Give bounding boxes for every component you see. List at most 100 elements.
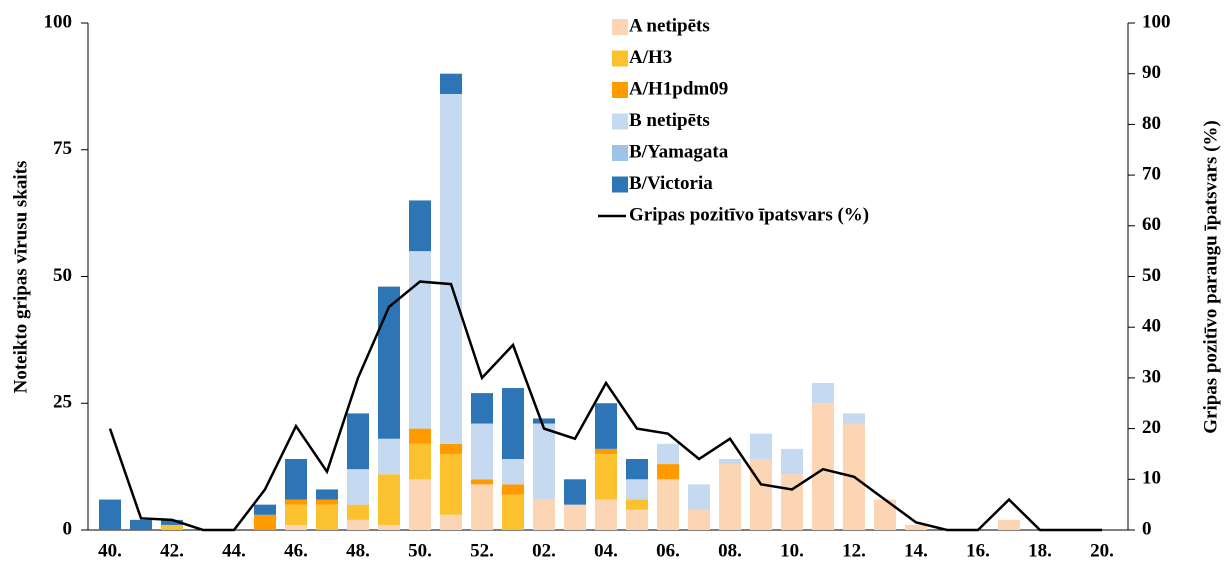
bar-segment [440,73,462,94]
y2-tick-label: 0 [1142,518,1152,539]
bar-segment [254,504,276,515]
bar-segment [440,93,462,444]
bar-segment [688,484,710,510]
bar-segment [626,509,648,530]
x-tick-label: 02. [532,540,556,561]
bar-segment [471,423,493,480]
bar-segment [502,459,524,485]
y2-axis-label: Gripas pozitīvo paraugu īpatsvars (%) [1200,120,1221,434]
bar-segment [564,479,586,505]
bar-segment [626,479,648,500]
x-tick-label: 50. [408,540,432,561]
bar-segment [595,499,617,530]
bar-segment [347,469,369,505]
legend-label: A/H1pdm09 [629,78,728,99]
bar-segment [595,453,617,500]
bar-segment [812,403,834,530]
bar-segment [750,459,772,530]
bar-segment [502,388,524,460]
bar-segment [812,382,834,404]
legend-swatch [612,113,628,130]
bar-segment [409,200,431,252]
x-tick-label: 52. [470,540,494,561]
bar-segment [99,499,121,530]
x-tick-label: 20. [1090,540,1114,561]
x-tick-label: 10. [780,540,804,561]
legend-swatch [612,145,628,161]
bar-segment [657,443,679,465]
y-axis-label: Noteikto gripas vīrusu skaits [10,161,31,394]
bar-segment [409,251,431,429]
y-tick-label: 25 [53,392,72,413]
bar-segment [626,459,648,480]
y-tick-label: 75 [53,138,72,159]
legend-label: B/Yamagata [629,141,729,162]
bar-segment [378,286,400,439]
legend-swatch [612,19,628,35]
bar-segment [409,443,431,480]
bar-segment [595,448,617,454]
bar-segment [533,499,555,530]
bar-segment [409,479,431,530]
y2-tick-label: 60 [1142,214,1161,235]
bar-segment [502,484,524,495]
x-tick-label: 12. [842,540,866,561]
x-tick-label: 48. [346,540,370,561]
y2-tick-label: 100 [1142,11,1171,32]
bar-segment [347,413,369,470]
y2-tick-label: 90 [1142,62,1161,83]
bar-segment [347,519,369,530]
bar-segment [316,499,338,505]
legend-label: Gripas pozitīvo īpatsvars (%) [629,204,869,225]
y2-tick-label: 80 [1142,113,1161,134]
bar-segment [471,484,493,530]
x-tick-label: 46. [284,540,308,561]
x-tick-label: 16. [966,540,990,561]
y2-tick-label: 10 [1142,468,1161,489]
x-tick-label: 04. [594,540,618,561]
bar-segment [533,418,555,424]
bar-segment [378,438,400,475]
bar-segment [285,524,307,530]
y2-tick-label: 40 [1142,316,1161,337]
legend-swatch [612,176,628,193]
bar-segment [440,443,462,454]
bar-segment [285,499,307,505]
bar-segment [564,504,586,530]
x-tick-label: 14. [904,540,928,561]
bar-segment [657,479,679,530]
y-tick-label: 50 [53,265,72,286]
bar-segment [161,519,183,525]
bar-segment [409,428,431,444]
bar-segment [440,453,462,515]
bar-segment [688,509,710,530]
bar-segment [285,459,307,500]
y2-tick-label: 20 [1142,417,1161,438]
bar-segment [161,524,183,530]
line [108,280,1102,532]
bar-segment [316,504,338,530]
bar-segment [533,423,555,500]
bar-segment [316,489,338,500]
bar-segment [781,448,803,475]
bar-segment [626,499,648,510]
bar-segment [905,524,927,530]
bar-segment [378,474,400,525]
y-tick-label: 100 [44,11,73,32]
legend-label: B netipēts [629,110,710,131]
x-tick-label: 06. [656,540,680,561]
bar-segment [781,474,803,530]
legend-label: A/H3 [629,47,672,68]
bar-segment [595,403,617,449]
bar-segment [750,433,772,460]
x-tick-label: 40. [98,540,122,561]
bar-segment [502,494,524,530]
legend-label: B/Victoria [629,173,713,194]
y2-tick-label: 30 [1142,366,1161,387]
x-tick-label: 08. [718,540,742,561]
bar-segment [378,524,400,530]
bar-segment [719,459,741,465]
legend-swatch [612,82,628,98]
x-tick-label: 18. [1028,540,1052,561]
